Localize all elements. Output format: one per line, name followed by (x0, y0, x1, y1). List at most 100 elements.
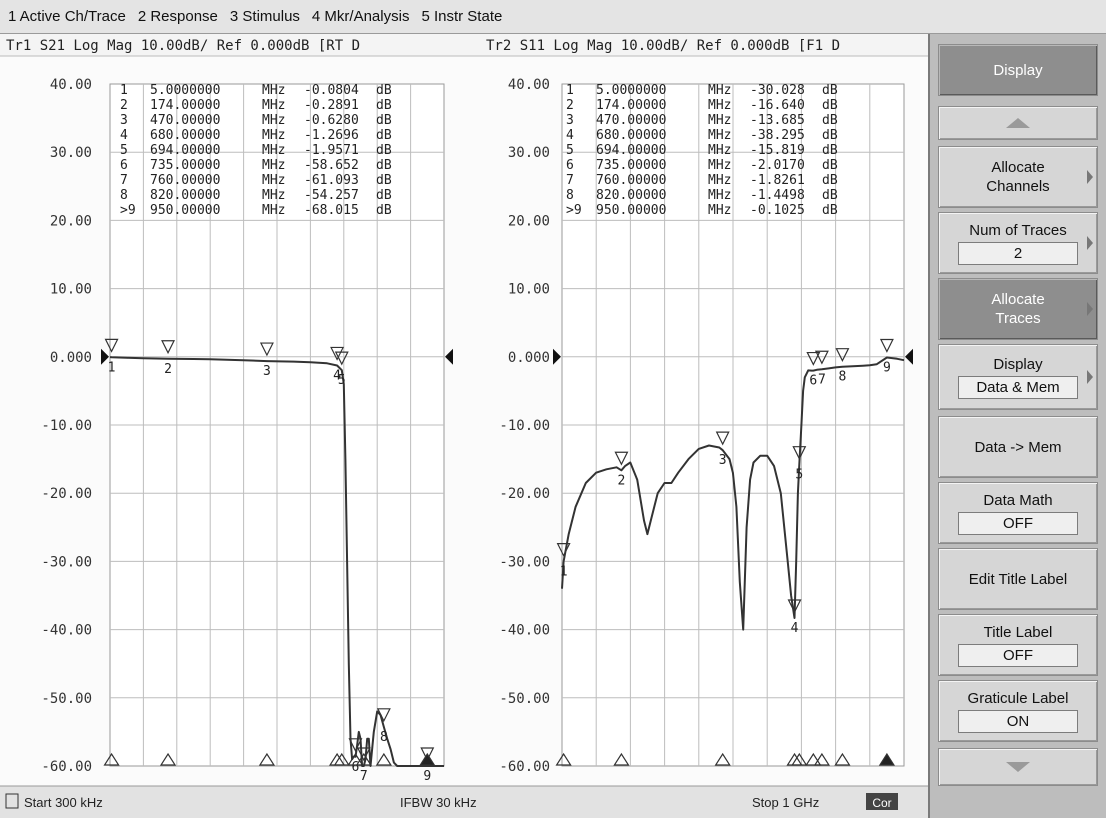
chart2-y-tick-label: -10.00 (499, 418, 550, 434)
data-to-mem-button[interactable]: Data -> Mem (938, 416, 1098, 478)
chart2-marker-table-db: dB (822, 203, 838, 218)
chart1-marker-table-unit: MHz (262, 158, 285, 173)
display-mode-label: Display (993, 355, 1042, 374)
chart2-marker-table-freq: 735.00000 (596, 158, 666, 173)
menu-item-3[interactable]: 3 Stimulus (226, 8, 308, 25)
graticule-label-value: ON (958, 710, 1078, 733)
chart2-marker-table-value: -13.685 (750, 113, 805, 128)
trace1-header: Tr1 S21 Log Mag 10.00dB/ Ref 0.000dB [RT… (6, 38, 360, 54)
chart1-marker-table-freq: 470.00000 (150, 113, 220, 128)
chart1-marker-table-unit: MHz (262, 173, 285, 188)
chart1-marker-label: 5 (338, 373, 346, 388)
allocate-channels-line1: Allocate (991, 158, 1044, 177)
title-label-button[interactable]: Title Label OFF (938, 614, 1098, 676)
chart2-y-tick-label: 0.000 (508, 350, 550, 366)
chart2-marker-label: 5 (795, 468, 803, 483)
chart1-marker-table-value: -1.9571 (304, 143, 359, 158)
num-of-traces-button[interactable]: Num of Traces 2 (938, 212, 1098, 274)
chart2-marker-table-db: dB (822, 83, 838, 98)
chart1-marker-label: 2 (164, 362, 172, 377)
chart1-ref-marker-right (445, 349, 453, 365)
chart2-marker-table-freq: 174.00000 (596, 98, 666, 113)
graticule-label-label: Graticule Label (968, 689, 1069, 708)
chart2-marker-label: 8 (839, 370, 847, 385)
edit-title-label-button[interactable]: Edit Title Label (938, 548, 1098, 610)
chart1-y-tick-label: 20.00 (50, 213, 92, 229)
title-label-value: OFF (958, 644, 1078, 667)
chart1-marker-table-unit: MHz (262, 203, 285, 218)
scroll-down-button[interactable] (938, 748, 1098, 786)
chart2-marker-table-unit: MHz (708, 188, 731, 203)
chart1-marker-table-db: dB (376, 173, 392, 188)
submenu-arrow-icon (1087, 302, 1093, 316)
chart1-marker-table-id: >9 (120, 203, 136, 218)
menu-item-2[interactable]: 2 Response (134, 8, 226, 25)
chart2-y-tick-label: 20.00 (508, 213, 550, 229)
chart1-marker-table-value: -1.2696 (304, 128, 359, 143)
chart2-marker-label: 2 (618, 473, 626, 488)
chart1-marker-table-id: 6 (120, 158, 128, 173)
chart2-marker-table-id: 1 (566, 83, 574, 98)
scroll-up-button[interactable] (938, 106, 1098, 140)
graticule-label-button[interactable]: Graticule Label ON (938, 680, 1098, 742)
chart2-marker-table-freq: 760.00000 (596, 173, 666, 188)
chart1-marker-table-id: 1 (120, 83, 128, 98)
chart2-marker-table-unit: MHz (708, 203, 731, 218)
chart1-y-tick-label: 10.00 (50, 282, 92, 298)
chart1-y-tick-label: -30.00 (41, 554, 92, 570)
chart2-y-tick-label: 40.00 (508, 77, 550, 93)
chart1-y-tick-label: 40.00 (50, 77, 92, 93)
chart1-marker-table-id: 7 (120, 173, 128, 188)
chart2-marker-table-db: dB (822, 158, 838, 173)
vna-screen: Tr1 S21 Log Mag 10.00dB/ Ref 0.000dB [RT… (0, 34, 928, 818)
chart1-marker-table-value: -54.257 (304, 188, 359, 203)
chart1-marker-table-freq: 694.00000 (150, 143, 220, 158)
menu-item-5[interactable]: 5 Instr State (417, 8, 510, 25)
chart1-marker-table-id: 8 (120, 188, 128, 203)
softkey-title: Display (993, 61, 1042, 80)
display-menu-title: Display (938, 44, 1098, 96)
allocate-channels-button[interactable]: Allocate Channels (938, 146, 1098, 208)
chart1-marker-table-value: -0.0804 (304, 83, 359, 98)
chart2-marker-table-value: -2.0170 (750, 158, 805, 173)
chart2-y-tick-label: -60.00 (499, 759, 550, 775)
chart2-marker-table-unit: MHz (708, 158, 731, 173)
chart1-marker-table-value: -0.2891 (304, 98, 359, 113)
chart2-marker-table-unit: MHz (708, 98, 731, 113)
chart2-marker-table-db: dB (822, 128, 838, 143)
chart2-marker-table-value: -38.295 (750, 128, 805, 143)
data-math-button[interactable]: Data Math OFF (938, 482, 1098, 544)
chart2-marker-table-unit: MHz (708, 173, 731, 188)
num-of-traces-value: 2 (958, 242, 1078, 265)
display-mode-value: Data & Mem (958, 376, 1078, 399)
status-cor: Cor (872, 796, 891, 810)
submenu-arrow-icon (1087, 236, 1093, 250)
chart1-marker-table-id: 5 (120, 143, 128, 158)
chart2-marker-table-value: -15.819 (750, 143, 805, 158)
chart1-marker-table-db: dB (376, 203, 392, 218)
chart2-marker-table-id: 3 (566, 113, 574, 128)
chart1-marker-label: 9 (423, 769, 431, 784)
menu-item-1[interactable]: 1 Active Ch/Trace (4, 8, 134, 25)
chart1-marker-table-value: -58.652 (304, 158, 359, 173)
chart2-marker-table-freq: 5.0000000 (596, 83, 666, 98)
menu-bar: 1 Active Ch/Trace 2 Response 3 Stimulus 4 M… (0, 0, 1106, 34)
menu-item-4[interactable]: 4 Mkr/Analysis (308, 8, 418, 25)
chart2-marker-table-value: -1.4498 (750, 188, 805, 203)
chart2-marker-table-unit: MHz (708, 113, 731, 128)
chart1-y-tick-label: -50.00 (41, 691, 92, 707)
chart2-marker-table-freq: 470.00000 (596, 113, 666, 128)
chart1-marker-table-id: 3 (120, 113, 128, 128)
status-stop: Stop 1 GHz (752, 795, 819, 810)
chart2-marker-table-unit: MHz (708, 128, 731, 143)
edit-title-label-text: Edit Title Label (969, 570, 1067, 589)
allocate-traces-button[interactable]: Allocate Traces (938, 278, 1098, 340)
display-mode-button[interactable]: Display Data & Mem (938, 344, 1098, 410)
chart1-y-tick-label: -10.00 (41, 418, 92, 434)
chart1-marker-table-unit: MHz (262, 188, 285, 203)
chart1-marker-table-db: dB (376, 98, 392, 113)
chart1-marker-table-db: dB (376, 158, 392, 173)
trace2-header: Tr2 S11 Log Mag 10.00dB/ Ref 0.000dB [F1… (486, 38, 840, 54)
chart2-marker-label: 7 (818, 372, 826, 387)
chart2-marker-table-value: -30.028 (750, 83, 805, 98)
